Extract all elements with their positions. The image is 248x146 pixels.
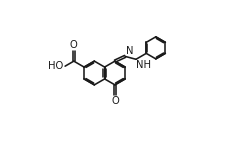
Text: N: N — [125, 46, 133, 56]
Text: O: O — [70, 40, 78, 50]
Text: NH: NH — [136, 60, 152, 70]
Text: O: O — [111, 96, 119, 106]
Text: HO: HO — [48, 61, 63, 71]
